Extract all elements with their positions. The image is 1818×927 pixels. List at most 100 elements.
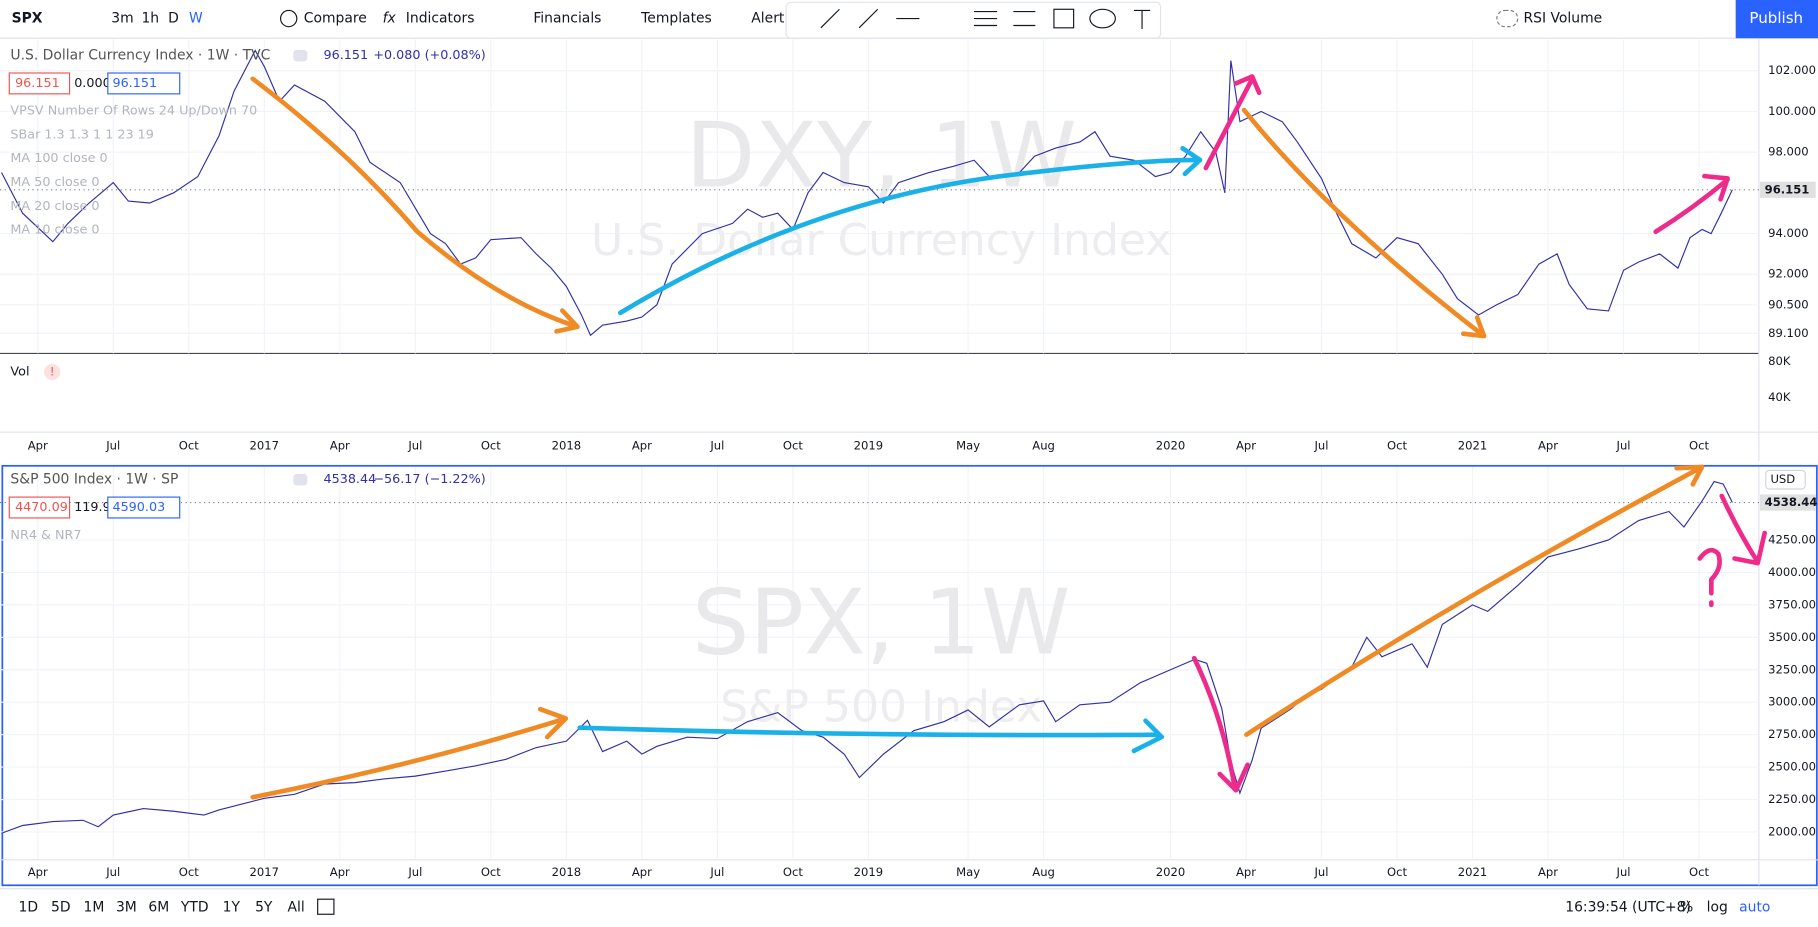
x-tick-label: 2019 — [854, 865, 883, 879]
x-tick-label: Apr — [1538, 439, 1558, 453]
y-tick-label: 102.000 — [1768, 63, 1816, 77]
legend-open-box — [8, 496, 71, 519]
x-tick-label: Jul — [709, 439, 724, 453]
alert-button[interactable]: Alert — [751, 11, 785, 27]
x-tick-label: Jul — [105, 865, 120, 879]
x-tick-label: Oct — [481, 439, 501, 453]
range-button[interactable]: 3M — [116, 899, 137, 915]
y-tick-label: 90.500 — [1768, 297, 1809, 311]
x-tick-label: 2021 — [1458, 439, 1487, 453]
drawing-toolbar — [785, 1, 1162, 39]
volume-warning-mark: ! — [50, 364, 55, 378]
y-tick-label: 4000.00 — [1768, 565, 1816, 579]
auto-toggle[interactable]: auto — [1739, 899, 1770, 915]
x-tick-label: Jul — [407, 865, 422, 879]
x-tick-label: Oct — [179, 439, 199, 453]
watermark: DXY, 1W — [686, 104, 1077, 209]
y-tick-label: 94.000 — [1768, 226, 1809, 240]
indicator-label[interactable]: NR4 & NR7 — [10, 528, 81, 543]
legend-price: 4538.44 — [323, 472, 376, 487]
indicator-label[interactable]: MA 20 close 0 — [10, 199, 99, 214]
legend-close: 96.151 — [112, 76, 157, 91]
orange-arrow — [250, 706, 569, 800]
x-tick-label: 2018 — [552, 439, 581, 453]
x-tick-label: Oct — [1387, 865, 1407, 879]
percent-toggle[interactable]: % — [1680, 899, 1693, 915]
range-button[interactable]: All — [288, 899, 305, 915]
indicators-button[interactable]: Indicators — [406, 11, 475, 27]
indicator-label[interactable]: VPSV Number Of Rows 24 Up/Down 70 — [10, 104, 257, 119]
x-tick-label: Apr — [330, 865, 350, 879]
x-tick-label: Jul — [105, 439, 120, 453]
publish-button[interactable]: Publish — [1749, 9, 1803, 27]
financials-button[interactable]: Financials — [533, 11, 601, 27]
orange-arrow — [250, 76, 580, 334]
legend-open: 96.151 — [15, 76, 60, 91]
y-tick-label: 3500.00 — [1768, 630, 1816, 644]
x-tick-label: Jul — [407, 439, 422, 453]
log-toggle[interactable]: log — [1707, 899, 1728, 915]
legend-close-box — [107, 72, 181, 95]
currency-box[interactable] — [1765, 469, 1806, 490]
range-button[interactable]: YTD — [180, 899, 209, 915]
y-tick-label: 89.100 — [1768, 326, 1809, 340]
x-tick-label: Aug — [1032, 439, 1055, 453]
indicator-label[interactable]: MA 10 close 0 — [10, 223, 99, 238]
x-tick-label: Apr — [28, 865, 48, 879]
symbol[interactable]: SPX — [12, 11, 43, 27]
price-line — [0, 49, 1733, 337]
bottom-bar: 16:39:54 (UTC+8) % log auto 1D 5D 1M 3M 6M YT… — [19, 898, 1770, 915]
x-tick-label: 2020 — [1156, 865, 1185, 879]
watermark-sub: U.S. Dollar Currency Index — [591, 215, 1171, 266]
x-tick-label: May — [956, 439, 980, 453]
range-button[interactable]: 1M — [83, 899, 104, 915]
templates-button[interactable]: Templates — [640, 11, 712, 27]
range-button[interactable]: 1Y — [223, 899, 241, 915]
annotations — [250, 74, 1767, 800]
y-tick-label: 3000.00 — [1768, 695, 1816, 709]
chart-layer: Apr Jul Oct 2017 Apr Jul Oct 2018 Apr Jul Oct 2019 M… — [0, 39, 1817, 879]
indicator-label[interactable]: MA 50 close 0 — [10, 175, 99, 190]
watermark: SPX, 1W — [692, 571, 1070, 676]
blue-arrow — [617, 146, 1203, 316]
magenta-arrow — [1203, 74, 1262, 171]
magenta-arrow — [1653, 173, 1730, 235]
volume-tick-label: 80K — [1768, 354, 1791, 368]
range-button[interactable]: 1D — [19, 899, 39, 915]
legend-close: 4590.03 — [112, 500, 165, 515]
y-tick-label: 2000.00 — [1768, 824, 1816, 838]
legend-toggle[interactable] — [293, 473, 308, 486]
interval[interactable]: D — [168, 11, 179, 27]
indicator-label[interactable]: MA 100 close 0 — [10, 151, 107, 166]
clock: 16:39:54 (UTC+8) — [1565, 899, 1691, 915]
interval[interactable]: 1h — [141, 11, 159, 27]
x-tick-label: Apr — [632, 439, 652, 453]
fx-icon: fx — [383, 11, 397, 27]
legend-change: −56.17 (−1.22%) — [373, 472, 485, 487]
publish-button-bg[interactable] — [1735, 0, 1818, 39]
interval[interactable]: W — [189, 11, 203, 27]
volume-warning — [44, 363, 61, 381]
x-tick-label: Oct — [1689, 865, 1709, 879]
range-button[interactable]: 6M — [148, 899, 169, 915]
x-tick-label: Apr — [330, 439, 350, 453]
x-tick-label: 2020 — [1156, 439, 1185, 453]
y-tick-label: 98.000 — [1768, 145, 1809, 159]
orange-arrow — [1241, 107, 1487, 339]
date-range-icon[interactable] — [317, 898, 335, 915]
active-pane-frame — [1, 464, 1818, 887]
rsi-volume[interactable]: RSI Volume — [1524, 11, 1603, 27]
indicator-label[interactable]: SBar 1.3 1.3 1 1 23 19 — [10, 127, 153, 142]
range-button[interactable]: 5Y — [255, 899, 273, 915]
compare-button[interactable]: Compare — [304, 11, 367, 27]
drawing-tools[interactable] — [820, 8, 1151, 29]
legend-change: +0.080 (+0.08%) — [373, 48, 485, 63]
legend-toggle[interactable] — [293, 49, 308, 62]
x-tick-label: 2017 — [250, 865, 279, 879]
range-button[interactable]: 5D — [51, 899, 71, 915]
interval[interactable]: 3m — [111, 11, 133, 27]
series-title: S&P 500 Index · 1W · SP — [10, 472, 178, 488]
series-title: U.S. Dollar Currency Index · 1W · TVC — [10, 48, 270, 64]
x-tick-label: Apr — [1236, 865, 1256, 879]
